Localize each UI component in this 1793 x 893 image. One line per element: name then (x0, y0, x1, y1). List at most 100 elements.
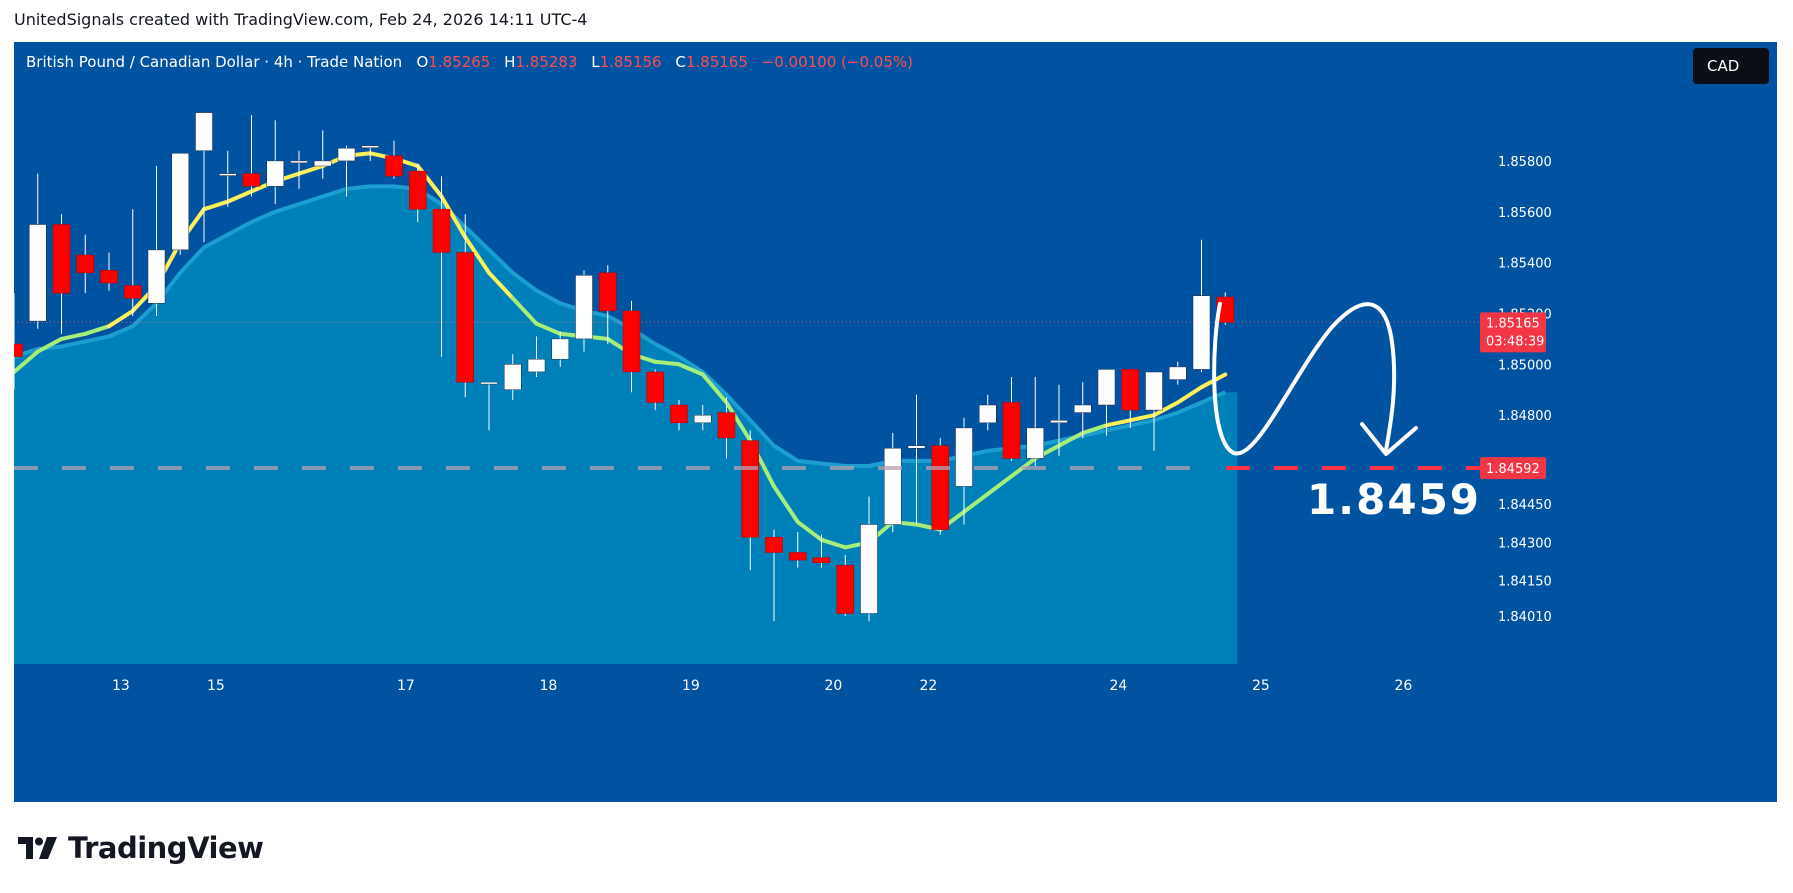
candle (884, 433, 902, 533)
ema-fast-segment (962, 492, 990, 514)
tradingview-logo[interactable]: TradingView (18, 830, 264, 866)
chart-canvas[interactable]: 1.8459 1.858001.856001.854001.852001.850… (14, 42, 1777, 802)
candle (931, 438, 949, 535)
candle-body-up (480, 381, 498, 385)
x-tick-label: 15 (207, 678, 225, 694)
ema-fast-segment (795, 520, 824, 542)
candle (527, 336, 546, 377)
y-tick-label: 1.85600 (1498, 206, 1552, 221)
ema-fast-segment (510, 296, 539, 326)
y-tick-label: 1.84800 (1498, 409, 1552, 424)
x-tick-label: 13 (112, 678, 130, 694)
candle-body-down (242, 173, 261, 187)
current-price-value: 1.85165 (1486, 316, 1540, 331)
candle-body-down (100, 270, 118, 284)
candle-body-up (860, 524, 878, 614)
ema-fast-segment (819, 537, 848, 550)
candle (219, 150, 237, 207)
candle-body-down (409, 170, 427, 210)
candle (14, 293, 23, 390)
candle (171, 153, 189, 255)
ema-fast-segment (463, 235, 491, 275)
ema-fast-segment (1128, 413, 1156, 423)
ema-fast-segment (1080, 423, 1109, 435)
candle-body-down (1121, 369, 1139, 411)
candle (1074, 382, 1092, 439)
candle (480, 381, 498, 431)
x-tick-label: 17 (397, 678, 415, 694)
candle-body-up (290, 160, 308, 164)
candle (242, 115, 261, 197)
candle-body-down (836, 564, 854, 614)
candle-body-up (337, 147, 356, 162)
candle (266, 120, 284, 205)
candle-body-up (29, 224, 47, 322)
candle-body-up (1169, 366, 1187, 380)
candle (670, 399, 688, 431)
ema-fast-segment (107, 308, 135, 329)
y-tick-label: 1.84010 (1498, 610, 1552, 625)
ema-fast-segment (59, 331, 88, 341)
open-value: 1.85265 (428, 53, 491, 71)
candle-body-up (1026, 427, 1044, 459)
candle (836, 555, 854, 616)
ema-area-fill (14, 186, 1238, 664)
candle (812, 534, 831, 568)
candle-body-down (1002, 402, 1021, 459)
candle-body-down (789, 552, 807, 561)
x-tick-label: 26 (1394, 678, 1412, 694)
candle-body-down (931, 445, 949, 530)
candle (409, 163, 427, 222)
high-label: H (504, 53, 516, 71)
candle (52, 214, 71, 334)
ema-fast-segment (1175, 385, 1204, 405)
candle (147, 166, 166, 316)
y-tick-label: 1.84300 (1498, 536, 1552, 551)
countdown-timer: 03:48:39 (1486, 334, 1544, 349)
currency-badge[interactable]: CAD (1693, 48, 1769, 84)
candle (694, 405, 712, 431)
chart-pane[interactable]: 1.8459 1.858001.856001.854001.852001.850… (14, 42, 1777, 802)
candle-body-down (765, 536, 783, 553)
current-price-tag (1480, 312, 1546, 353)
candle (314, 130, 332, 179)
candle-body-up (1097, 369, 1116, 406)
tradingview-logo-icon (18, 837, 57, 859)
ema-fast-segment (772, 484, 800, 524)
ema-fast-segment (202, 199, 230, 212)
ema-fast-segment (985, 474, 1014, 496)
ema-fast-segment (534, 321, 563, 336)
candle (504, 354, 522, 400)
symbol-name: British Pound / Canadian Dollar · 4h · T… (26, 53, 403, 71)
y-tick-label: 1.84150 (1498, 574, 1552, 589)
candle (361, 145, 379, 161)
candle-body-up (504, 364, 522, 390)
candle-body-up (1050, 420, 1068, 424)
close-label: C (675, 53, 686, 71)
chart-attribution: UnitedSignals created with TradingView.c… (14, 10, 588, 29)
candle (76, 234, 94, 294)
candle (1026, 377, 1044, 466)
candle-body-up (171, 153, 189, 251)
candle-body-down (599, 272, 617, 312)
candle (1050, 384, 1068, 456)
candle (432, 176, 451, 357)
candle-body-down (432, 208, 451, 253)
candle (1169, 361, 1187, 385)
ema-fast-segment (653, 359, 681, 367)
candle (907, 394, 926, 525)
candle (290, 150, 308, 189)
candle-body-up (1192, 295, 1211, 370)
ema-fast-segment (1104, 418, 1133, 428)
candle (551, 331, 569, 367)
ema-fast-segment (297, 164, 325, 176)
candle (717, 397, 736, 459)
target-price-value: 1.84592 (1486, 462, 1540, 477)
candle (599, 265, 617, 344)
symbol-legend: British Pound / Canadian Dollar · 4h · T… (26, 53, 922, 71)
candle (1192, 239, 1211, 372)
candle-body-down (622, 310, 641, 373)
candle-body-up (266, 160, 284, 187)
candle-body-up (979, 404, 997, 424)
candle-body-down (670, 404, 688, 424)
